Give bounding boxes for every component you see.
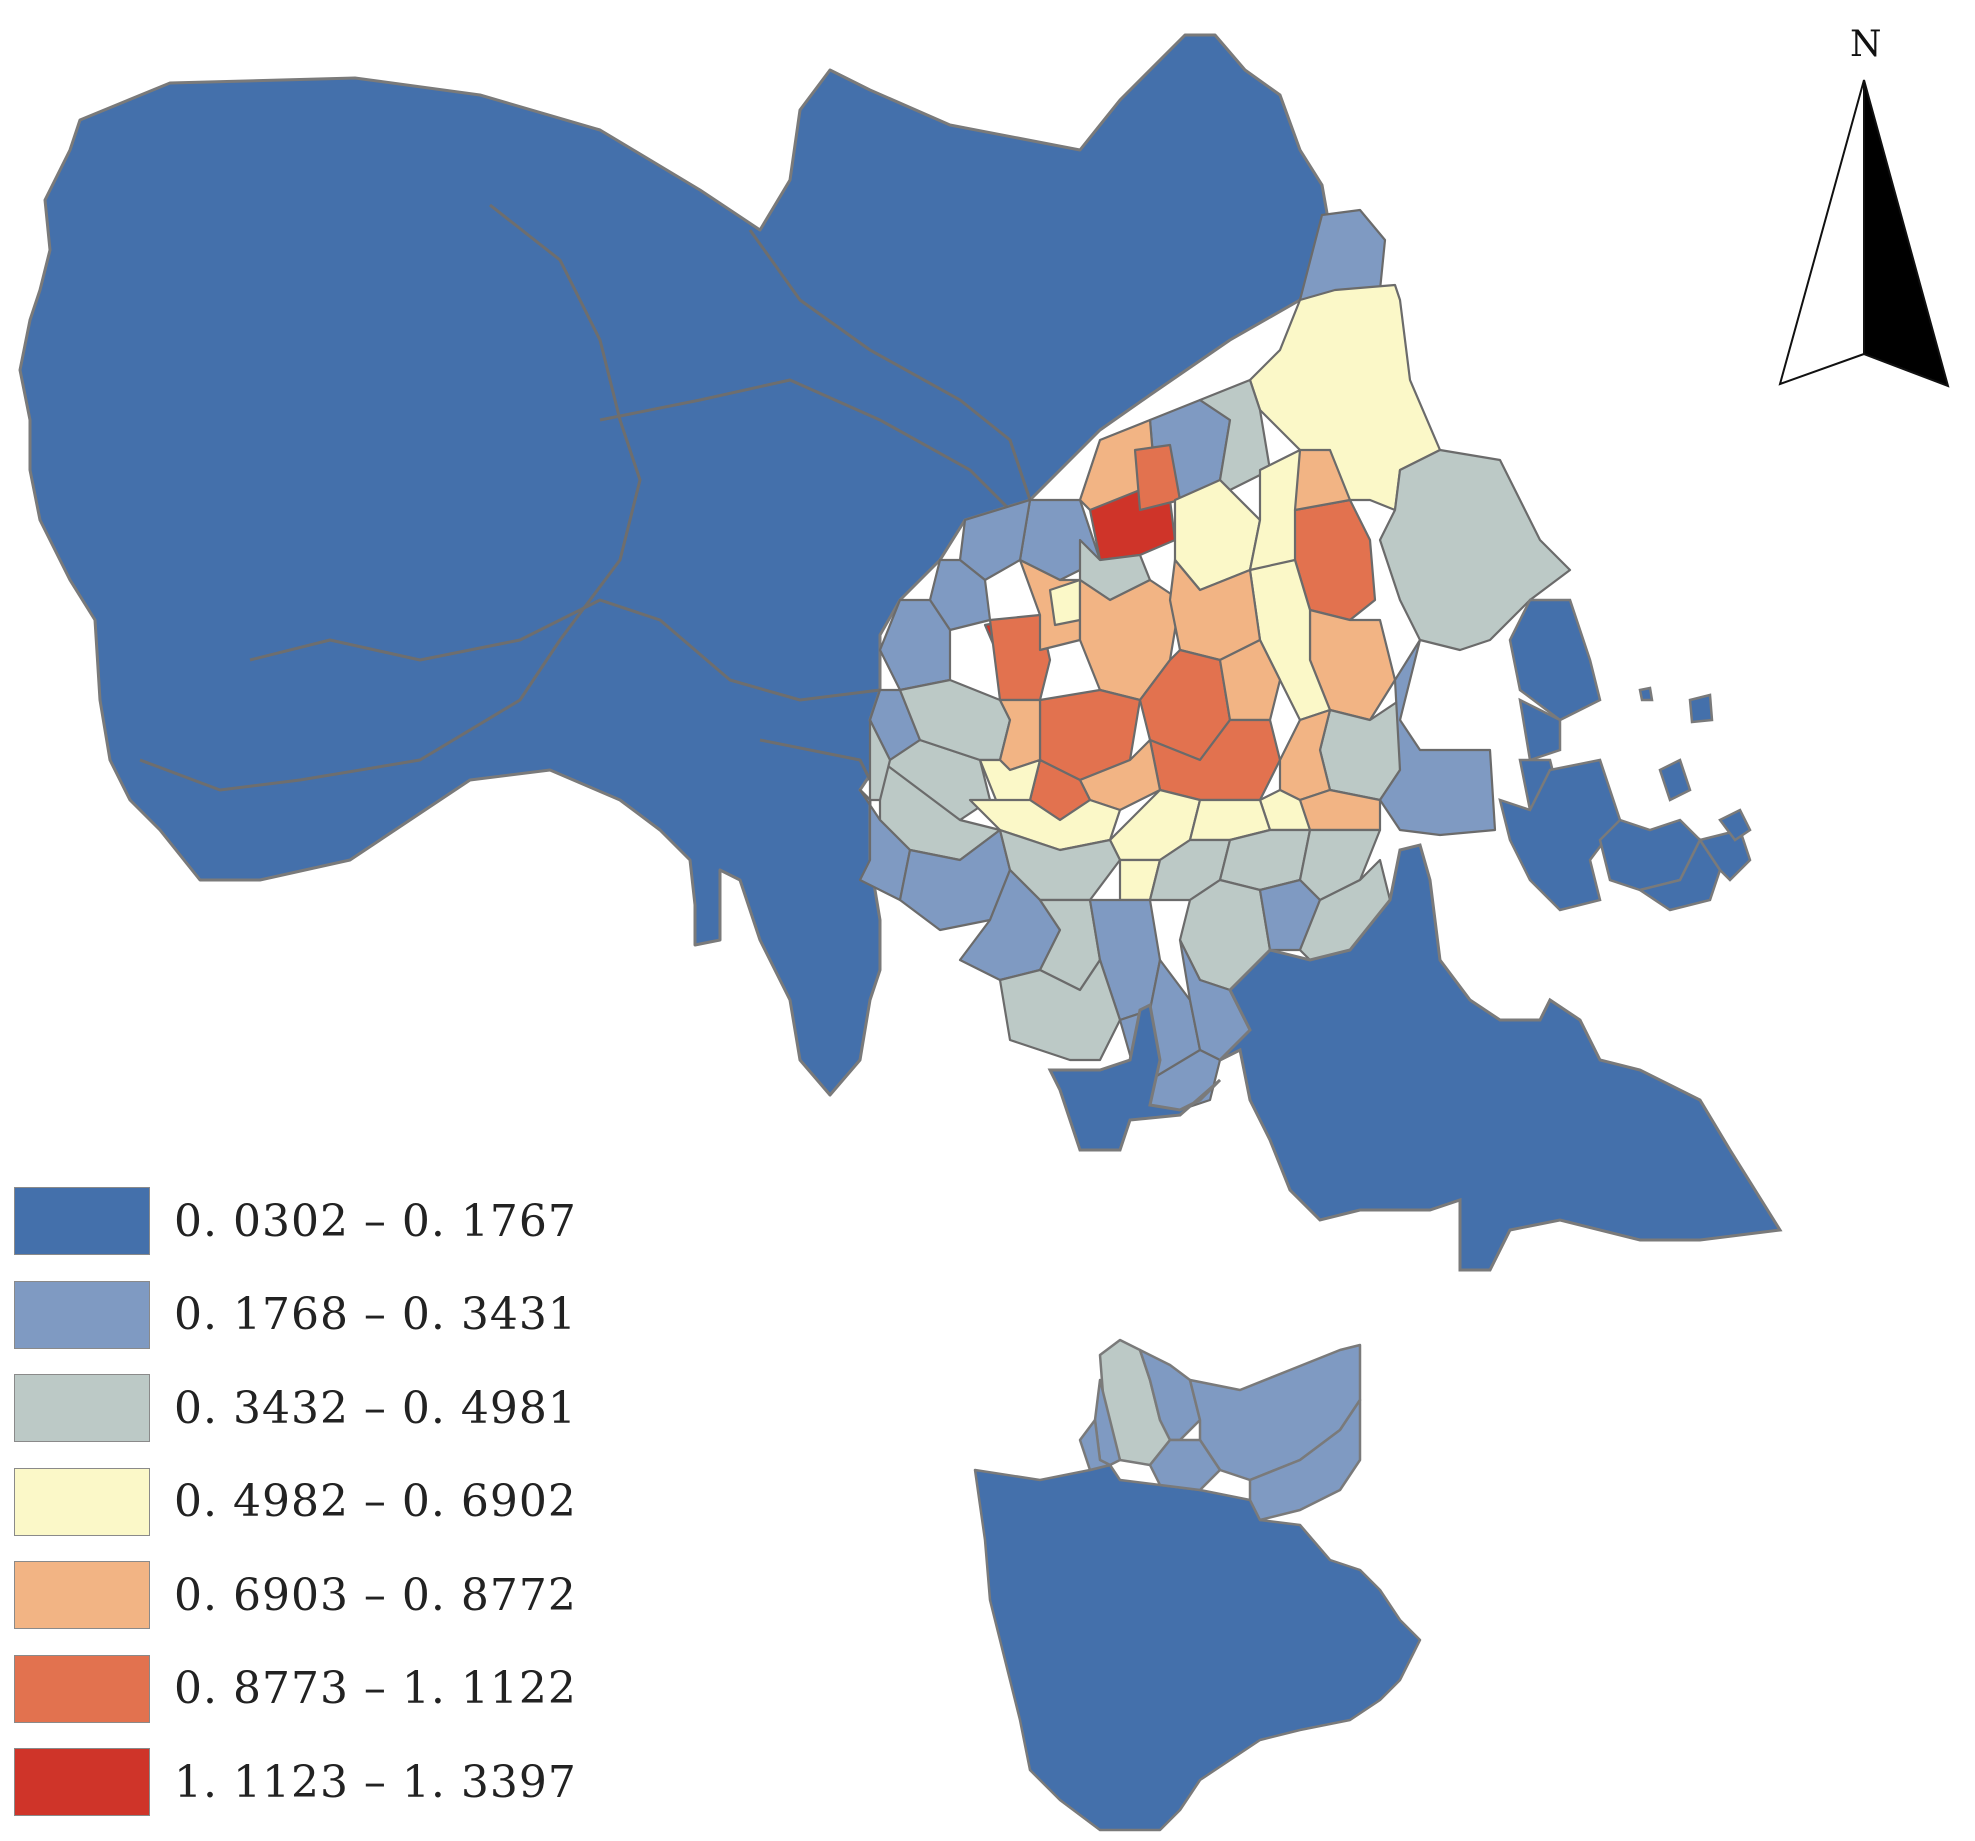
western-districts	[18, 33, 1332, 1097]
legend-item: 1. 1123 – 1. 3397	[14, 1747, 577, 1817]
legend-item: 0. 8773 – 1. 1122	[14, 1654, 577, 1724]
district-south-detached-large[interactable]	[973, 1463, 1422, 1832]
legend-swatch	[14, 1187, 150, 1255]
legend-label: 0. 6903 – 0. 8772	[174, 1569, 577, 1621]
legend-swatch	[14, 1561, 150, 1629]
legend-item: 0. 3432 – 0. 4981	[14, 1373, 577, 1443]
district-south-detached-blue-6[interactable]	[1078, 1418, 1112, 1472]
urban-core	[858, 208, 1572, 1112]
district-s-15[interactable]	[998, 958, 1122, 1062]
district-e-light-orange-2[interactable]	[1293, 448, 1352, 512]
district-sw-yellow-1[interactable]	[978, 758, 1042, 812]
north-arrow-right-half	[1863, 79, 1950, 388]
district-west-inner-line-2	[748, 229, 1032, 501]
legend-swatch	[14, 1467, 150, 1536]
island-4[interactable]	[1498, 758, 1622, 912]
district-s-2[interactable]	[858, 788, 912, 902]
legend-label: 1. 1123 – 1. 3397	[174, 1756, 577, 1808]
district-ne-yellow[interactable]	[1248, 283, 1442, 512]
southern-detached-area	[973, 1338, 1422, 1832]
district-c-12[interactable]	[1298, 788, 1382, 832]
legend-item: 0. 1768 – 0. 3431	[14, 1280, 577, 1350]
district-west-inner-line-4	[249, 598, 881, 702]
district-c-4[interactable]	[1218, 638, 1282, 722]
legend-label: 0. 1768 – 0. 3431	[174, 1289, 577, 1340]
island-10[interactable]	[1718, 808, 1752, 842]
legend: 0. 0302 – 0. 1767 0. 1768 – 0. 3431 0. 3…	[14, 1186, 577, 1841]
north-label: N	[1850, 24, 1882, 65]
district-southeast-large[interactable]	[1218, 843, 1783, 1272]
island-8[interactable]	[1688, 693, 1714, 724]
district-west-inner-line-3	[599, 378, 1022, 522]
district-west-large[interactable]	[18, 33, 1332, 1097]
district-c-6[interactable]	[998, 698, 1042, 772]
legend-item: 0. 0302 – 0. 1767	[14, 1186, 577, 1256]
legend-swatch	[14, 1374, 150, 1442]
legend-label: 0. 4982 – 0. 6902	[174, 1476, 577, 1527]
legend-label: 0. 8773 – 1. 1122	[174, 1663, 577, 1714]
district-ne-grey[interactable]	[1378, 448, 1572, 652]
legend-swatch	[14, 1748, 150, 1816]
district-n-2[interactable]	[1198, 378, 1272, 492]
legend-item: 0. 6903 – 0. 8772	[14, 1560, 577, 1630]
island-2[interactable]	[1518, 697, 1562, 762]
district-w-1[interactable]	[958, 498, 1032, 582]
eastern-islands	[1498, 598, 1752, 912]
north-arrow-left-half	[1778, 79, 1865, 386]
district-west-inner-line-1	[139, 203, 642, 792]
north-arrow: N	[1776, 24, 1956, 394]
district-south-small-blue[interactable]	[1047, 1002, 1222, 1152]
legend-item: 0. 4982 – 0. 6902	[14, 1467, 577, 1537]
legend-label: 0. 3432 – 0. 4981	[174, 1382, 577, 1434]
district-south-detached-blue-5[interactable]	[1148, 1438, 1222, 1492]
district-south-detached-blue-4[interactable]	[1248, 1398, 1362, 1522]
legend-swatch	[14, 1654, 150, 1723]
district-e-blue[interactable]	[1378, 638, 1497, 837]
legend-swatch	[14, 1280, 150, 1349]
district-w-ring-grey[interactable]	[868, 718, 892, 802]
legend-label: 0. 0302 – 0. 1767	[174, 1195, 577, 1247]
north-arrow-icon	[1778, 79, 1950, 388]
island-9[interactable]	[1658, 758, 1692, 802]
island-1[interactable]	[1508, 598, 1602, 722]
island-11[interactable]	[1638, 686, 1654, 702]
